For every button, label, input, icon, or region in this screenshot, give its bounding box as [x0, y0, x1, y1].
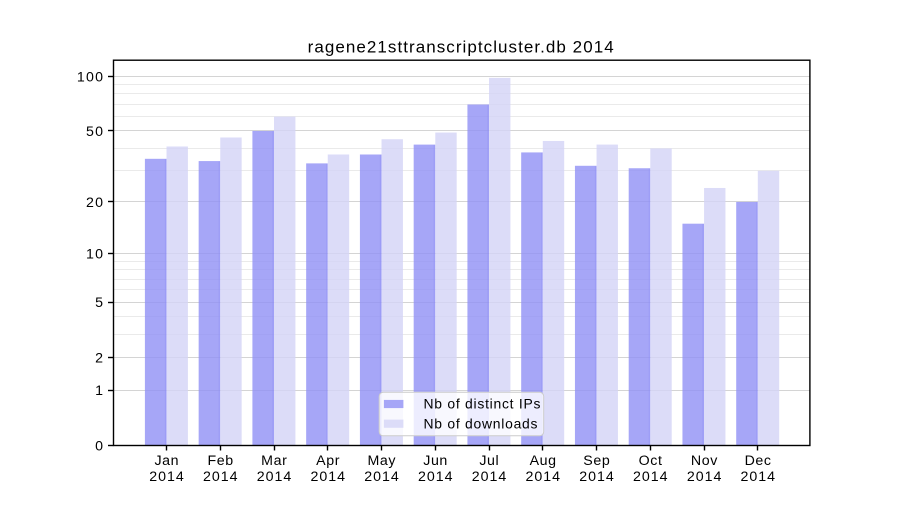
- svg-text:2014: 2014: [311, 469, 347, 485]
- svg-text:Nb of downloads: Nb of downloads: [424, 415, 539, 431]
- svg-text:0: 0: [95, 439, 104, 455]
- svg-text:2014: 2014: [257, 469, 293, 485]
- svg-text:2014: 2014: [418, 469, 454, 485]
- svg-text:2014: 2014: [203, 469, 239, 485]
- svg-text:Mar: Mar: [261, 453, 287, 469]
- svg-text:50: 50: [86, 124, 104, 140]
- svg-text:2014: 2014: [149, 469, 185, 485]
- svg-text:10: 10: [86, 247, 104, 263]
- svg-text:2014: 2014: [687, 469, 723, 485]
- svg-text:Aug: Aug: [530, 453, 557, 469]
- svg-text:May: May: [367, 453, 396, 469]
- svg-text:Jul: Jul: [479, 453, 499, 469]
- svg-text:Nov: Nov: [691, 453, 718, 469]
- svg-text:Apr: Apr: [316, 453, 340, 469]
- svg-text:2014: 2014: [364, 469, 400, 485]
- svg-text:Oct: Oct: [639, 453, 663, 469]
- svg-text:Jan: Jan: [154, 453, 179, 469]
- svg-text:2014: 2014: [472, 469, 508, 485]
- svg-text:ragene21sttranscriptcluster.db: ragene21sttranscriptcluster.db 2014: [308, 38, 615, 57]
- svg-text:Feb: Feb: [207, 453, 233, 469]
- svg-text:5: 5: [95, 295, 104, 311]
- svg-text:2014: 2014: [741, 469, 777, 485]
- svg-text:Dec: Dec: [745, 453, 772, 469]
- svg-text:100: 100: [77, 69, 104, 85]
- svg-text:2: 2: [95, 351, 104, 367]
- svg-text:2014: 2014: [633, 469, 669, 485]
- svg-text:20: 20: [86, 195, 104, 211]
- svg-text:Jun: Jun: [423, 453, 448, 469]
- svg-text:Sep: Sep: [583, 453, 610, 469]
- svg-text:1: 1: [95, 383, 104, 399]
- svg-text:Nb of distinct IPs: Nb of distinct IPs: [424, 395, 542, 411]
- svg-text:2014: 2014: [579, 469, 615, 485]
- svg-text:2014: 2014: [526, 469, 562, 485]
